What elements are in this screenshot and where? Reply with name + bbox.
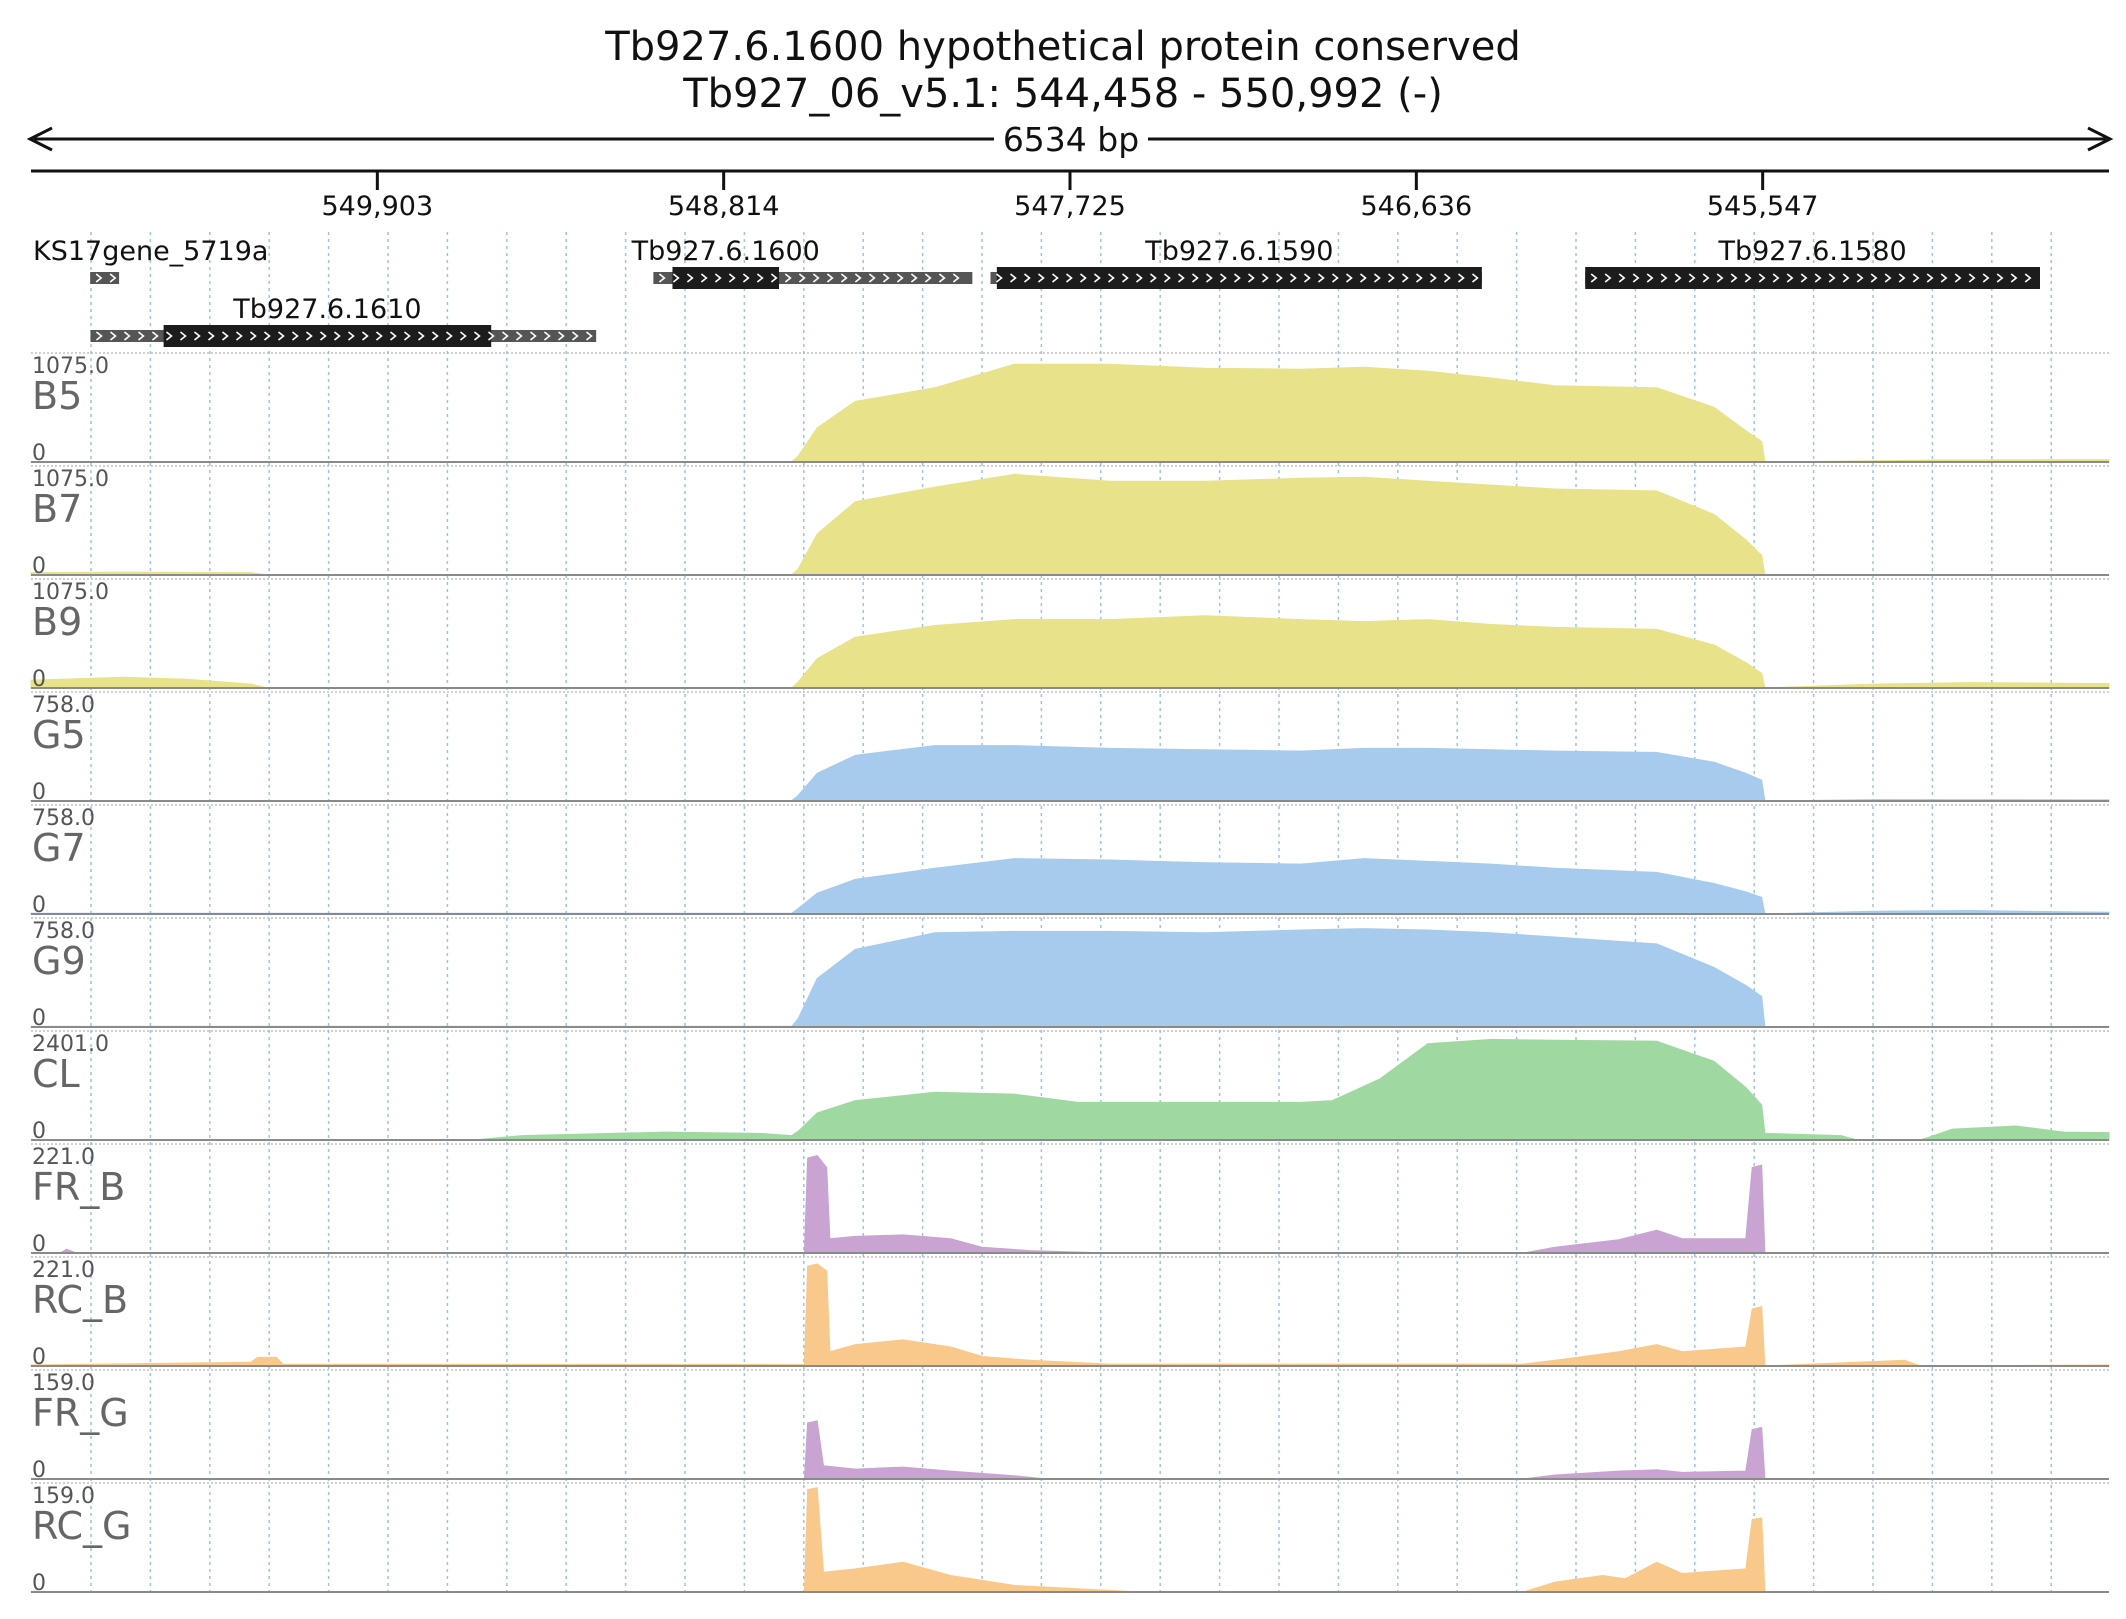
track-zero-label: 0 — [32, 893, 46, 918]
gene-label: Tb927.6.1600 — [631, 236, 820, 267]
gene-Tb927.6.1590[interactable]: Tb927.6.1590 — [990, 236, 1482, 289]
track-name-label: RC_B — [32, 1278, 128, 1322]
track-name-label: FR_G — [32, 1391, 129, 1435]
coverage-area — [31, 1038, 2110, 1141]
coverage-area — [30, 1263, 2110, 1367]
track-max-label: 758.0 — [32, 693, 95, 718]
axis-tick-label: 549,903 — [322, 191, 434, 222]
gene-Tb927.6.1600[interactable]: Tb927.6.1600 — [631, 236, 973, 289]
gene-cds-bar — [672, 267, 780, 289]
track-max-label: 159.0 — [32, 1484, 95, 1509]
strand-chevron-icon — [95, 273, 117, 283]
coverage-area — [30, 745, 2110, 802]
coverage-tracks: 1075.0B501075.0B701075.0B90758.0G50758.0… — [30, 352, 2110, 1596]
track-zero-label: 0 — [32, 1458, 46, 1483]
axis-ticks: 549,903 548,814 547,725 546,636 545,547 — [322, 171, 1819, 222]
span-length-label: 6534 bp — [1003, 120, 1139, 159]
gene-cds-bar — [1585, 267, 2040, 289]
gene-cds-bar — [163, 325, 492, 347]
track-max-label: 1075.0 — [32, 580, 109, 605]
track-G7: 758.0G7 0 — [30, 804, 2110, 918]
track-max-label: 221.0 — [32, 1258, 95, 1283]
strand-chevron-icon — [1590, 273, 2032, 283]
track-CL: 2401.0CL 0 — [31, 1030, 2110, 1144]
coverage-area — [31, 1487, 2109, 1593]
gene-KS17gene_5719a[interactable]: KS17gene_5719a — [33, 236, 268, 284]
track-zero-label: 0 — [32, 780, 46, 805]
track-zero-label: 0 — [32, 1119, 46, 1144]
coverage-area — [30, 615, 2110, 689]
feature-location: Tb927_06_v5.1: 544,458 - 550,992 (-) — [682, 71, 1443, 117]
gene-Tb927.6.1610[interactable]: Tb927.6.1610 — [90, 294, 597, 347]
gene-label: Tb927.6.1580 — [1717, 236, 1906, 267]
feature-title: Tb927.6.1600 hypothetical protein conser… — [604, 24, 1521, 70]
track-name-label: B9 — [32, 600, 82, 644]
coverage-area — [30, 858, 2110, 915]
gene-annotation-track: KS17gene_5719a Tb927.6.1610 Tb927.6.1600 Tb… — [33, 236, 2040, 347]
strand-chevron-icon — [95, 331, 593, 341]
track-max-label: 159.0 — [32, 1371, 95, 1396]
track-RC_G: 159.0RC_G 0 — [31, 1482, 2109, 1596]
track-max-label: 2401.0 — [32, 1032, 109, 1057]
track-RC_B: 221.0RC_B 0 — [30, 1256, 2110, 1370]
gene-Tb927.6.1580[interactable]: Tb927.6.1580 — [1585, 236, 2040, 289]
track-zero-label: 0 — [32, 441, 46, 466]
track-FR_G: 159.0FR_G 0 — [31, 1369, 2109, 1483]
track-zero-label: 0 — [32, 667, 46, 692]
gene-label: Tb927.6.1610 — [232, 294, 421, 325]
axis-tick-label: 548,814 — [668, 191, 780, 222]
track-name-label: G7 — [32, 826, 86, 870]
coverage-area — [30, 473, 2110, 576]
gene-label: Tb927.6.1590 — [1144, 236, 1333, 267]
track-G5: 758.0G5 0 — [30, 691, 2110, 805]
strand-chevron-icon — [995, 273, 1479, 283]
track-B5: 1075.0B5 0 — [30, 352, 2110, 466]
track-B9: 1075.0B9 0 — [30, 578, 2110, 692]
track-name-label: CL — [32, 1052, 80, 1096]
gene-label: KS17gene_5719a — [33, 236, 268, 267]
coverage-area — [31, 1155, 2109, 1254]
track-name-label: G9 — [32, 939, 86, 983]
track-zero-label: 0 — [32, 554, 46, 579]
strand-chevron-icon — [658, 273, 960, 283]
track-FR_B: 221.0FR_B 0 — [31, 1143, 2109, 1257]
track-name-label: RC_G — [32, 1504, 132, 1548]
track-max-label: 1075.0 — [32, 467, 109, 492]
track-zero-label: 0 — [32, 1571, 46, 1596]
track-max-label: 758.0 — [32, 806, 95, 831]
track-zero-label: 0 — [32, 1006, 46, 1031]
track-G9: 758.0G9 0 — [30, 917, 2110, 1031]
track-name-label: B7 — [32, 487, 82, 531]
arrow-left-icon — [26, 126, 53, 152]
track-name-label: FR_B — [32, 1165, 125, 1209]
coverage-area — [30, 363, 2110, 463]
track-max-label: 758.0 — [32, 919, 95, 944]
axis-tick-label: 546,636 — [1361, 191, 1473, 222]
axis-tick-label: 545,547 — [1707, 191, 1819, 222]
track-zero-label: 0 — [32, 1232, 46, 1257]
track-name-label: G5 — [32, 713, 86, 757]
arrow-right-icon — [2087, 126, 2114, 152]
track-name-label: B5 — [32, 374, 82, 418]
track-max-label: 221.0 — [32, 1145, 95, 1170]
axis-tick-label: 547,725 — [1014, 191, 1126, 222]
span-ruler: 6534 bp — [26, 120, 2114, 159]
track-zero-label: 0 — [32, 1345, 46, 1370]
track-B7: 1075.0B7 0 — [30, 465, 2110, 579]
track-max-label: 1075.0 — [32, 354, 109, 379]
coverage-area — [31, 1420, 2109, 1480]
coverage-area — [30, 928, 2110, 1028]
